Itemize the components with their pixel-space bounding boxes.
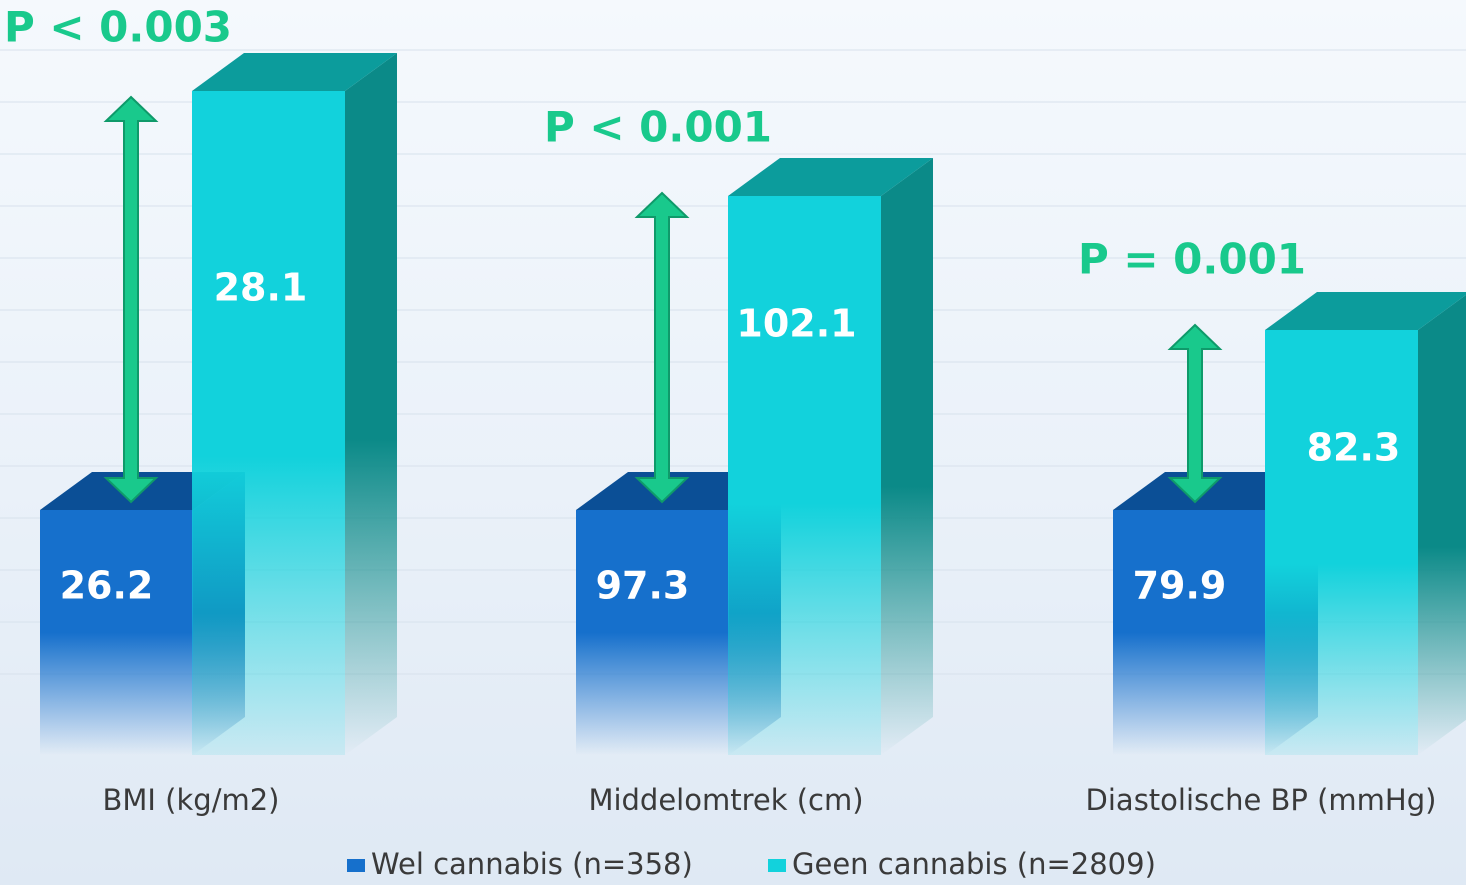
legend-label: Wel cannabis (n=358) (371, 847, 693, 881)
p-value-label: P < 0.001 (544, 103, 772, 152)
p-value-label: P = 0.001 (1078, 235, 1306, 284)
bar-geen-cannabis-front (192, 91, 345, 755)
legend-label: Geen cannabis (n=2809) (792, 847, 1156, 881)
data-label-geen: 102.1 (736, 302, 856, 346)
data-label-geen: 82.3 (1307, 426, 1401, 470)
p-value-label: P < 0.003 (4, 3, 232, 52)
x-tick-label: BMI (kg/m2) (103, 783, 280, 817)
data-label-wel: 26.2 (60, 564, 154, 608)
bar-geen-cannabis (192, 53, 397, 755)
bar-geen-cannabis-top (1265, 292, 1466, 330)
bar-geen-cannabis-side (1418, 294, 1466, 755)
bar-geen-cannabis-top (728, 158, 933, 196)
legend-swatch (768, 859, 786, 872)
bar-wel-cannabis-front (576, 510, 729, 755)
legend-swatch (347, 859, 365, 872)
bar-geen-cannabis (1265, 292, 1466, 755)
double-arrow-icon (1167, 323, 1223, 504)
bar-geen-cannabis-side (881, 158, 933, 755)
bar-geen-cannabis-front (728, 196, 881, 755)
x-tick-label: Middelomtrek (cm) (588, 783, 863, 817)
data-label-wel: 97.3 (596, 564, 690, 608)
x-tick-label: Diastolische BP (mmHg) (1086, 783, 1437, 817)
category-labels: BMI (kg/m2) Middelomtrek (cm) Diastolische… (103, 783, 1437, 817)
bar-geen-cannabis (728, 158, 933, 755)
data-label-wel: 79.9 (1133, 564, 1227, 608)
double-arrow-icon (103, 95, 159, 504)
bar-geen-cannabis-top (192, 53, 397, 91)
bars: 26.2 28.1 97.3 102.1 79.9 82.3 (40, 53, 1466, 755)
bar-wel-cannabis-front (40, 510, 193, 755)
legend: Wel cannabis (n=358) Geen cannabis (n=280… (347, 847, 1156, 881)
bar-wel-cannabis-front (1113, 510, 1266, 755)
annotations: P < 0.003 P < 0.001 P = 0.001 (4, 3, 1306, 504)
double-arrow-icon (634, 191, 690, 504)
data-label-geen: 28.1 (214, 266, 308, 310)
bar-geen-cannabis-front (1265, 330, 1418, 755)
bar-geen-cannabis-side (345, 53, 397, 755)
